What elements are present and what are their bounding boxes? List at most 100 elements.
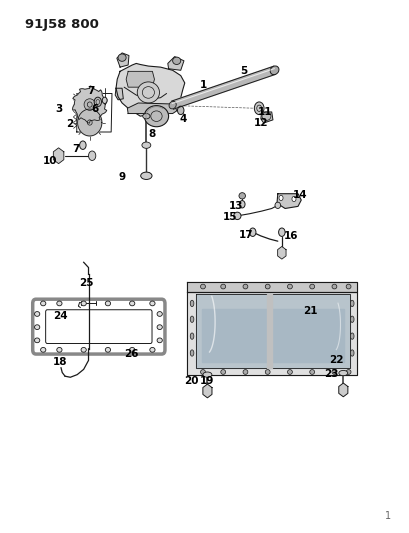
- Polygon shape: [53, 148, 64, 164]
- Polygon shape: [277, 246, 285, 259]
- Text: 25: 25: [79, 278, 93, 288]
- Ellipse shape: [56, 301, 62, 306]
- Ellipse shape: [254, 102, 263, 115]
- Ellipse shape: [309, 284, 314, 289]
- Ellipse shape: [142, 114, 150, 119]
- Text: 1: 1: [199, 79, 206, 90]
- Ellipse shape: [144, 106, 168, 127]
- Ellipse shape: [239, 200, 245, 208]
- Ellipse shape: [190, 316, 193, 322]
- Polygon shape: [187, 282, 356, 292]
- Ellipse shape: [287, 284, 292, 289]
- Ellipse shape: [338, 370, 347, 376]
- Text: 7: 7: [87, 86, 94, 96]
- Text: 11: 11: [257, 108, 272, 117]
- Ellipse shape: [88, 151, 96, 160]
- Ellipse shape: [40, 301, 46, 306]
- Ellipse shape: [190, 300, 193, 306]
- Ellipse shape: [274, 202, 280, 208]
- Text: 10: 10: [43, 156, 58, 166]
- Ellipse shape: [129, 348, 135, 352]
- Ellipse shape: [56, 348, 62, 352]
- Ellipse shape: [345, 284, 350, 289]
- Ellipse shape: [350, 333, 353, 340]
- Ellipse shape: [202, 372, 211, 377]
- Text: 24: 24: [53, 311, 68, 321]
- Ellipse shape: [220, 284, 225, 289]
- Ellipse shape: [140, 172, 152, 180]
- Ellipse shape: [81, 301, 86, 306]
- Ellipse shape: [279, 195, 282, 200]
- Ellipse shape: [350, 300, 353, 306]
- Text: 9: 9: [118, 172, 125, 182]
- Ellipse shape: [331, 284, 336, 289]
- Polygon shape: [260, 112, 272, 123]
- Polygon shape: [171, 66, 275, 109]
- Ellipse shape: [265, 284, 270, 289]
- Ellipse shape: [105, 348, 110, 352]
- Ellipse shape: [233, 212, 240, 220]
- Text: 17: 17: [238, 230, 253, 240]
- Text: 4: 4: [179, 114, 186, 124]
- Polygon shape: [201, 309, 343, 362]
- Text: 16: 16: [283, 231, 297, 241]
- Ellipse shape: [309, 369, 314, 374]
- Ellipse shape: [345, 369, 350, 374]
- Ellipse shape: [249, 228, 255, 237]
- Ellipse shape: [169, 101, 176, 109]
- Polygon shape: [167, 56, 184, 70]
- Ellipse shape: [81, 348, 86, 352]
- Text: 14: 14: [292, 190, 307, 200]
- Polygon shape: [72, 86, 107, 123]
- Ellipse shape: [350, 350, 353, 356]
- Ellipse shape: [94, 97, 101, 107]
- Ellipse shape: [34, 325, 40, 329]
- Ellipse shape: [34, 338, 40, 343]
- Text: 7: 7: [72, 144, 80, 155]
- Ellipse shape: [238, 192, 245, 199]
- Text: 19: 19: [199, 376, 213, 386]
- Text: 12: 12: [253, 117, 267, 127]
- Ellipse shape: [220, 369, 225, 374]
- Text: 26: 26: [124, 349, 138, 359]
- Ellipse shape: [331, 369, 336, 374]
- Ellipse shape: [157, 338, 162, 343]
- Ellipse shape: [84, 99, 95, 110]
- Ellipse shape: [142, 142, 151, 148]
- Ellipse shape: [118, 54, 126, 61]
- Polygon shape: [196, 294, 349, 368]
- Text: 20: 20: [184, 376, 198, 386]
- Polygon shape: [127, 103, 176, 114]
- Ellipse shape: [172, 57, 180, 64]
- Polygon shape: [276, 193, 301, 208]
- Ellipse shape: [291, 196, 295, 201]
- Ellipse shape: [129, 301, 135, 306]
- Text: 3: 3: [56, 104, 63, 114]
- Ellipse shape: [157, 325, 162, 329]
- Text: 1: 1: [384, 511, 390, 521]
- Ellipse shape: [243, 369, 247, 374]
- Text: 8: 8: [148, 128, 156, 139]
- Ellipse shape: [200, 284, 205, 289]
- Polygon shape: [115, 88, 123, 100]
- Ellipse shape: [177, 106, 184, 115]
- Ellipse shape: [190, 333, 193, 340]
- Ellipse shape: [137, 82, 159, 103]
- Ellipse shape: [287, 369, 292, 374]
- Polygon shape: [126, 71, 154, 87]
- Ellipse shape: [265, 369, 270, 374]
- Polygon shape: [267, 294, 272, 368]
- Text: 22: 22: [329, 356, 343, 366]
- Polygon shape: [338, 383, 347, 397]
- Ellipse shape: [157, 312, 162, 317]
- Text: 21: 21: [302, 306, 317, 316]
- Ellipse shape: [149, 301, 155, 306]
- Ellipse shape: [278, 228, 284, 237]
- Text: 13: 13: [229, 201, 243, 212]
- Ellipse shape: [200, 369, 205, 374]
- Ellipse shape: [34, 312, 40, 317]
- Polygon shape: [117, 53, 129, 67]
- Polygon shape: [77, 109, 101, 136]
- Polygon shape: [187, 292, 356, 375]
- Ellipse shape: [40, 348, 46, 352]
